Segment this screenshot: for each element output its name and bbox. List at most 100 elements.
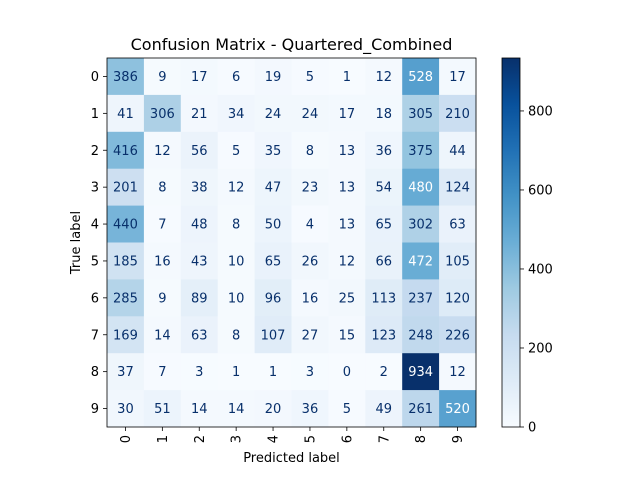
heatmap-cell [365,316,403,354]
cell-value-label: 124 [445,181,470,196]
x-tick-label: 2 [193,435,208,443]
cell-value-label: 48 [191,218,208,233]
cell-value-label: 65 [375,218,392,233]
cell-value-label: 13 [339,181,356,196]
cell-value-label: 16 [154,254,171,269]
cell-value-label: 8 [158,181,166,196]
heatmap-cell [402,58,440,96]
heatmap-cell [328,168,366,206]
cell-value-label: 17 [449,70,466,85]
cell-value-label: 44 [449,144,466,159]
heatmap-cell [143,279,182,317]
cell-value-label: 261 [408,402,433,417]
cell-value-label: 26 [302,254,319,269]
heatmap-cell [217,205,255,243]
heatmap-cell [107,353,145,391]
cell-value-label: 12 [228,181,245,196]
heatmap-cell [254,58,292,96]
cell-value-label: 41 [117,107,134,122]
cell-value-label: 237 [408,291,433,306]
heatmap-cell [217,279,255,317]
cell-value-label: 25 [339,291,356,306]
heatmap-cell [328,316,366,354]
cell-value-label: 56 [191,144,208,159]
cell-value-label: 35 [265,144,282,159]
cell-value-label: 113 [371,291,396,306]
cell-value-label: 107 [261,328,286,343]
heatmap-cell [291,390,329,428]
heatmap-cell [402,390,440,428]
heatmap-cell [402,279,440,317]
heatmap-cell [254,131,292,169]
heatmap-cell [254,94,292,133]
cell-value-label: 306 [150,107,175,122]
cell-value-label: 248 [408,328,433,343]
x-tick-label: 1 [156,435,171,443]
x-axis-ticks: 0 1 2 3 4 5 6 7 8 9 [119,427,466,443]
heatmap-cell [439,94,477,133]
heatmap-cell [143,131,182,169]
heatmap-cell [291,131,329,169]
cell-value-label: 480 [408,181,433,196]
cell-value-label: 201 [113,181,138,196]
colorbar [501,57,521,428]
cell-value-label: 54 [375,181,392,196]
heatmap-cell [365,131,403,169]
heatmap-cell [143,94,182,133]
cell-value-label: 528 [408,70,433,85]
heatmap-cell [365,168,403,206]
cell-value-label: 30 [117,402,134,417]
y-tick-label: 5 [91,254,99,269]
x-tick-label: 4 [267,435,282,443]
cell-value-label: 9 [158,70,166,85]
heatmap-cell [328,242,366,280]
colorbar-tick-label: 800 [528,104,553,119]
y-tick-label: 2 [91,144,99,159]
x-tick-label: 5 [303,435,318,443]
heatmap-cell [439,242,477,280]
heatmap-cell [217,242,255,280]
cell-value-label: 185 [113,254,138,269]
cell-value-label: 416 [113,144,138,159]
y-tick-label: 3 [91,181,99,196]
cell-value-label: 440 [113,218,138,233]
cell-value-label: 6 [232,70,240,85]
x-tick-label: 3 [230,435,245,443]
cell-value-label: 96 [265,291,282,306]
cell-value-label: 34 [228,107,245,122]
heatmap-cell [365,353,403,391]
heatmap-cell [328,279,366,317]
heatmap-cell [365,390,403,428]
cell-value-label: 934 [408,365,433,380]
cell-value-label: 8 [306,144,314,159]
heatmap-cell [143,205,182,243]
cell-value-label: 37 [117,365,134,380]
y-tick-label: 9 [91,402,99,417]
cell-value-label: 65 [265,254,282,269]
cell-value-label: 51 [154,402,171,417]
heatmap-cell [217,390,255,428]
heatmap-cell [180,316,218,354]
cell-value-label: 14 [191,402,208,417]
cell-value-label: 226 [445,328,470,343]
heatmap-cell [143,353,182,391]
heatmap-cell [180,242,218,280]
x-tick-label: 0 [119,435,134,443]
cell-value-label: 10 [228,254,245,269]
cell-value-label: 1 [343,70,351,85]
cell-value-label: 305 [408,107,433,122]
heatmap-cell [254,316,292,354]
cell-value-label: 36 [375,144,392,159]
cell-value-label: 23 [302,181,319,196]
heatmap-cell [254,390,292,428]
heatmap-cell [180,390,218,428]
heatmap-cell [402,242,440,280]
cell-value-label: 19 [265,70,282,85]
cell-value-label: 7 [158,365,166,380]
cell-value-label: 47 [265,181,282,196]
heatmap-cell [254,168,292,206]
heatmap-cell [439,316,477,354]
heatmap-cell [180,58,218,96]
heatmap-cell [439,279,477,317]
